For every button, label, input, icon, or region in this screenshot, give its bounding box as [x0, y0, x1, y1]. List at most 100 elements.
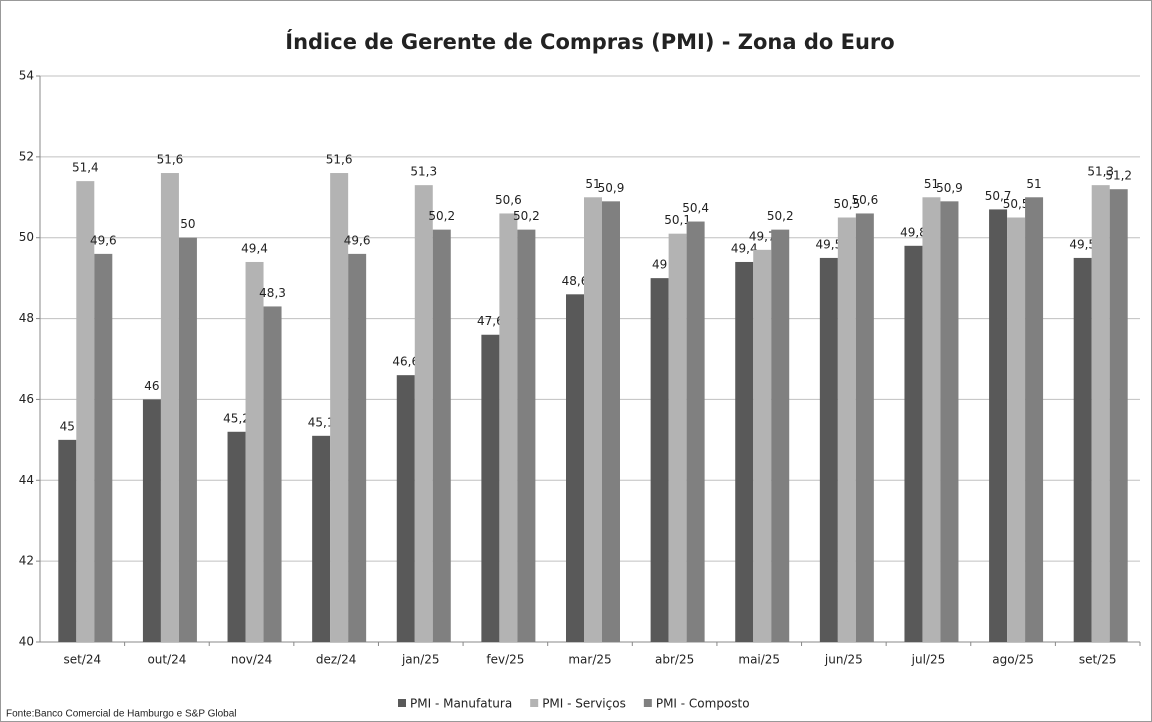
value-label: 48,6: [562, 274, 589, 288]
y-tick-label: 54: [19, 69, 34, 83]
value-label: 51: [585, 177, 600, 191]
bar: [396, 375, 415, 642]
y-tick-label: 52: [19, 149, 34, 163]
value-label: 50,5: [1003, 197, 1030, 211]
bar: [94, 253, 113, 642]
value-label: 49,6: [344, 233, 371, 247]
value-label: 50,2: [428, 209, 455, 223]
bar: [584, 197, 602, 643]
bar: [686, 221, 705, 643]
y-tick-label: 50: [19, 230, 34, 244]
x-tick-label: nov/24: [231, 653, 272, 667]
bar: [58, 439, 77, 642]
x-tick-label: out/24: [147, 653, 186, 667]
bar: [76, 181, 95, 642]
value-label: 51,3: [1087, 165, 1114, 179]
value-label: 49,6: [90, 233, 117, 247]
bar: [922, 197, 941, 643]
bar: [855, 213, 874, 642]
value-label: 51,2: [1105, 169, 1132, 183]
bar: [1073, 257, 1092, 642]
value-label: 50: [180, 217, 195, 231]
value-label: 46: [144, 379, 159, 393]
bar: [819, 257, 838, 642]
bar: [330, 173, 349, 642]
x-tick-label: mar/25: [568, 653, 611, 667]
bar: [989, 209, 1008, 642]
bar: [1025, 197, 1044, 643]
value-label: 51,3: [410, 165, 437, 179]
x-tick-label: mai/25: [738, 653, 780, 667]
value-label: 50,6: [851, 193, 878, 207]
chart-title: Índice de Gerente de Compras (PMI) - Zon…: [285, 29, 894, 54]
x-tick-label: abr/25: [655, 653, 694, 667]
value-label: 50,2: [513, 209, 540, 223]
y-tick-label: 40: [19, 635, 34, 649]
x-tick-label: set/25: [1079, 653, 1117, 667]
bar: [650, 278, 669, 642]
bar: [348, 253, 367, 642]
bar: [940, 201, 959, 643]
bar: [668, 233, 687, 642]
bar: [1007, 217, 1026, 642]
bar: [771, 229, 790, 642]
x-tick-label: jul/25: [911, 653, 946, 667]
bar: [735, 261, 754, 642]
y-tick-label: 42: [19, 554, 34, 568]
legend-label: PMI - Serviços: [542, 697, 626, 711]
x-tick-label: fev/25: [486, 653, 524, 667]
value-label: 51: [1026, 177, 1041, 191]
bar: [414, 185, 433, 642]
value-label: 45,1: [308, 415, 335, 429]
value-label: 45,2: [223, 411, 250, 425]
value-label: 49,5: [815, 237, 842, 251]
bar: [160, 173, 179, 642]
bar: [245, 261, 264, 642]
x-tick-label: dez/24: [316, 653, 357, 667]
legend-label: PMI - Composto: [656, 697, 750, 711]
legend-swatch: [643, 699, 652, 707]
x-tick-label: jan/25: [401, 653, 440, 667]
value-label: 50,1: [664, 213, 691, 227]
bar: [1091, 185, 1110, 642]
x-tick-label: ago/25: [992, 653, 1034, 667]
value-label: 50,4: [682, 201, 709, 215]
legend-label: PMI - Manufatura: [410, 697, 512, 711]
value-label: 51,6: [157, 153, 184, 167]
x-tick-label: jun/25: [824, 653, 863, 667]
value-label: 49,4: [731, 241, 758, 255]
value-label: 50,5: [833, 197, 860, 211]
value-label: 51,6: [326, 153, 353, 167]
bar: [178, 237, 197, 642]
value-label: 45: [60, 419, 75, 433]
value-label: 50,9: [936, 181, 963, 195]
y-tick-label: 44: [19, 473, 34, 487]
value-label: 51: [924, 177, 939, 191]
bar: [753, 249, 772, 643]
bar: [904, 245, 923, 643]
value-label: 48,3: [259, 286, 286, 300]
value-label: 49,5: [1069, 237, 1096, 251]
y-tick-label: 48: [19, 311, 34, 325]
value-label: 49,7: [749, 229, 776, 243]
legend-swatch: [398, 699, 406, 707]
bar: [566, 294, 584, 642]
source-note: Fonte:Banco Comercial de Hamburgo e S&P …: [6, 709, 237, 720]
y-tick-label: 46: [19, 392, 34, 406]
value-label: 50,7: [985, 189, 1012, 203]
value-label: 51,4: [72, 161, 99, 175]
x-tick-label: set/24: [63, 653, 101, 667]
bar: [837, 217, 856, 642]
bar: [517, 229, 536, 642]
value-label: 49,4: [241, 241, 268, 255]
bar: [499, 213, 518, 642]
value-label: 50,6: [495, 193, 522, 207]
bar: [312, 435, 331, 642]
value-label: 47,6: [477, 314, 504, 328]
value-label: 49,8: [900, 225, 927, 239]
bar: [481, 334, 500, 642]
bar: [1109, 189, 1128, 642]
bar: [263, 306, 282, 642]
bar: [142, 399, 161, 642]
